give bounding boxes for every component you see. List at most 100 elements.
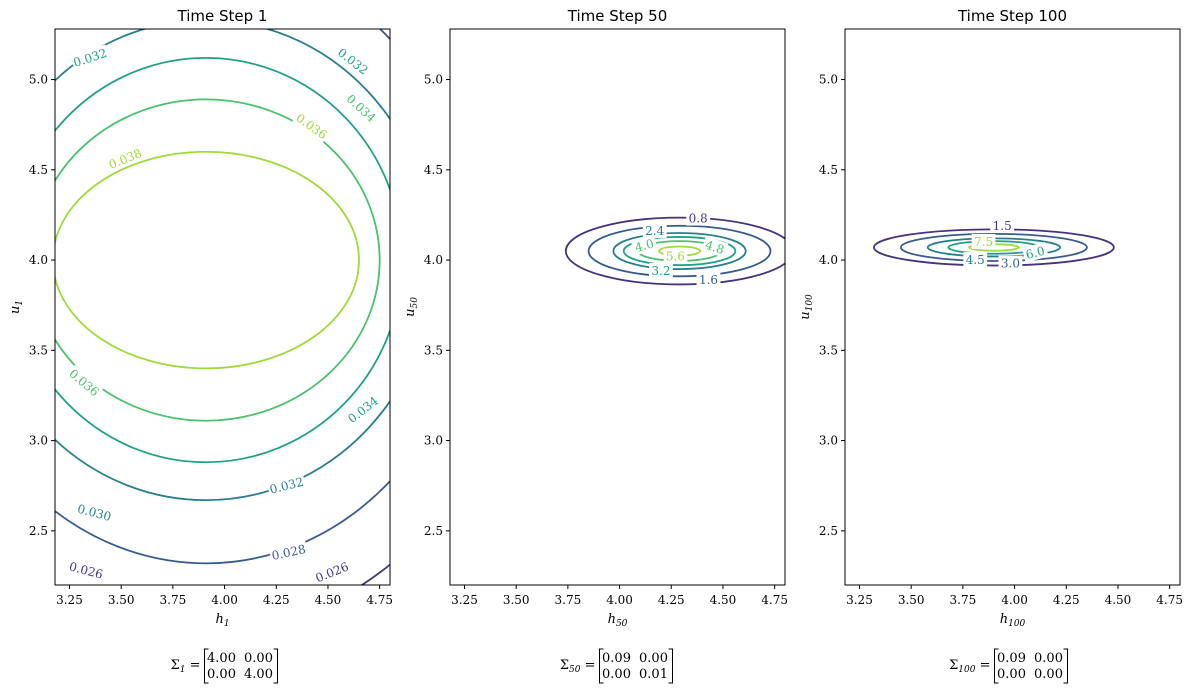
contour-label-bg [630, 234, 658, 256]
contour-line [564, 216, 785, 286]
x-tick-label: 3.25 [451, 593, 478, 607]
matrix-right-bracket [668, 648, 673, 684]
x-tick-label: 4.25 [658, 593, 685, 607]
contour-label-bg [701, 236, 729, 258]
x-tick-label: 4.00 [211, 593, 238, 607]
x-tick-label: 3.25 [56, 593, 83, 607]
contour-label-bg [70, 44, 110, 71]
y-tick-label: 3.0 [819, 434, 838, 448]
y-tick-label: 5.0 [424, 73, 443, 87]
plot-frame [54, 28, 391, 586]
contour-label-bg [990, 217, 1015, 233]
matrix-cell: 0.00 [997, 667, 1026, 682]
x-tick-label: 3.75 [950, 593, 977, 607]
x-axis-label: h1 [215, 612, 229, 629]
matrix-left-bracket [994, 648, 999, 684]
contour-label: 4.0 [630, 234, 658, 256]
contour-label-bg [266, 473, 307, 497]
y-tick-label: 3.0 [424, 434, 443, 448]
contour-label: 1.6 [696, 271, 721, 287]
contour-label-text: 5.6 [666, 249, 685, 263]
x-tick-label: 4.00 [1001, 593, 1028, 607]
contour-label-bg [65, 364, 104, 401]
contour-label-bg [292, 109, 332, 143]
x-tick-label: 4.75 [366, 593, 393, 607]
contour-label-bg [649, 262, 673, 278]
contour-label-text: 1.6 [699, 273, 718, 287]
contour-label: 3.0 [998, 255, 1023, 271]
contour-label-bg [74, 500, 115, 525]
contour-label-text: 4.8 [703, 238, 725, 257]
x-tick-label: 4.25 [1053, 593, 1080, 607]
contour-line [55, 98, 381, 422]
x-tick-label: 4.50 [315, 593, 342, 607]
y-tick-label: 5.0 [819, 73, 838, 87]
y-tick-label: 4.0 [424, 253, 443, 267]
contour-label-text: 0.032 [335, 45, 371, 77]
chart-title: Time Step 1 [177, 7, 268, 25]
contour-label-text: 3.0 [1001, 257, 1020, 271]
contour-label: 0.028 [268, 540, 309, 564]
matrix-cell: 4.00 [207, 651, 236, 666]
contour-label: 0.032 [333, 43, 373, 79]
matrix-cell: 0.00 [602, 667, 631, 682]
contour-label-text: 0.036 [293, 111, 329, 142]
y-tick-label: 4.0 [29, 253, 48, 267]
contour-line [612, 232, 747, 270]
contour-label-bg [311, 558, 352, 585]
sigma-annotation: Σ1 = 4.00 0.000.00 4.00 [171, 648, 278, 684]
matrix-right-bracket [273, 648, 278, 684]
contour-label-bg [971, 234, 996, 250]
contour-label-bg [663, 248, 688, 264]
contour-panel: 1.5 3.0 4.5 6.0 7.5 Time Step 100 3.25 3.50 3.75… [798, 7, 1183, 684]
contour-label: 1.5 [990, 217, 1015, 233]
contour-lines [55, 29, 390, 585]
contour-label: 0.026 [311, 558, 352, 585]
contour-label-text: 2.4 [645, 224, 664, 238]
contour-label-text: 0.026 [314, 559, 351, 585]
contour-label-bg [343, 392, 383, 427]
chart-title: Time Step 50 [567, 7, 668, 25]
contour-label: 4.8 [701, 236, 729, 258]
y-axis-label: u100 [798, 294, 815, 320]
contour-label: 0.032 [70, 44, 110, 71]
contour-label-text: 6.0 [1024, 244, 1046, 262]
y-tick-label: 4.5 [29, 163, 48, 177]
contour-label-bg [1021, 242, 1049, 263]
y-tick-label: 4.5 [819, 163, 838, 177]
plot-frame [449, 28, 786, 586]
y-axis-label: u50 [403, 297, 420, 317]
contour-label-group: 0.8 1.6 2.4 3.2 4.0 4.8 5.6 [630, 210, 729, 287]
contour-panel: 0.8 1.6 2.4 3.2 4.0 4.8 5.6 Time Step 50 3.25 3.5… [403, 7, 788, 684]
plot-frame [844, 28, 1181, 586]
contour-label: 0.032 [266, 473, 307, 497]
contour-label-text: 0.026 [68, 559, 105, 581]
contour-label-text: 0.032 [72, 46, 109, 70]
y-tick-label: 2.5 [29, 524, 48, 538]
contour-line [55, 29, 390, 565]
contour-label: 0.030 [74, 500, 115, 525]
y-tick-label: 3.0 [29, 434, 48, 448]
matrix-cell: 0.00 [207, 667, 236, 682]
x-axis-label: h50 [608, 612, 628, 629]
y-tick-label: 4.0 [819, 253, 838, 267]
contour-panel: 0.032 0.0320.0340.0360.0380.0360.0340.032… [8, 7, 393, 684]
contour-label-text: 0.036 [66, 366, 101, 399]
contour-label-bg [333, 43, 373, 79]
y-tick-label: 2.5 [424, 524, 443, 538]
contour-line [55, 57, 390, 464]
matrix-cell: 0.00 [639, 651, 668, 666]
contour-label-text: 4.5 [966, 253, 985, 267]
contour-label: 4.5 [963, 252, 988, 268]
x-tick-label: 3.50 [898, 593, 925, 607]
sigma-symbol: Σ100 = [949, 658, 990, 675]
contour-line [55, 150, 360, 370]
contour-label: 0.8 [686, 210, 711, 226]
y-axis-label: u1 [8, 300, 25, 314]
contour-label-text: 1.5 [993, 219, 1012, 233]
x-tick-label: 3.75 [160, 593, 187, 607]
matrix-cell: 0.00 [244, 651, 273, 666]
x-tick-label: 3.50 [503, 593, 530, 607]
contour-label-bg [342, 90, 381, 127]
